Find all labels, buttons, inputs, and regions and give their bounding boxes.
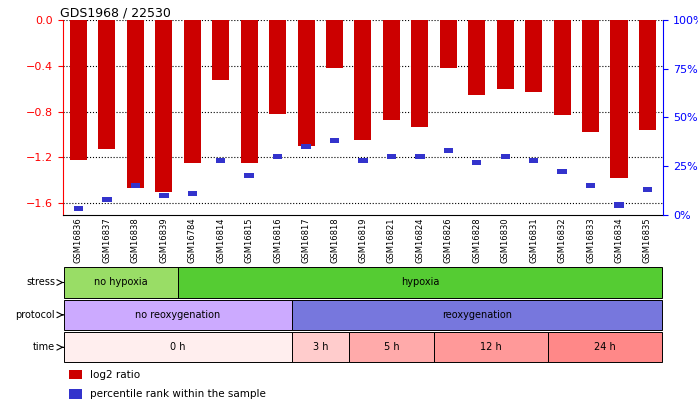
Bar — [611, 20, 628, 178]
Text: 5 h: 5 h — [384, 342, 399, 352]
Bar — [614, 202, 624, 207]
Text: reoxygenation: reoxygenation — [442, 310, 512, 320]
Text: 0 h: 0 h — [170, 342, 186, 352]
Bar — [558, 169, 567, 175]
Bar — [444, 148, 453, 153]
Bar — [131, 183, 140, 188]
Text: log2 ratio: log2 ratio — [90, 370, 140, 379]
Bar — [273, 154, 282, 159]
Text: no reoxygenation: no reoxygenation — [135, 310, 221, 320]
Bar — [586, 183, 595, 188]
Bar — [582, 20, 599, 132]
Bar — [383, 20, 400, 120]
Bar — [434, 332, 548, 362]
Bar — [184, 20, 201, 163]
Bar — [241, 20, 258, 163]
Text: stress: stress — [26, 277, 55, 288]
Bar — [497, 20, 514, 89]
Bar — [292, 300, 662, 330]
Bar — [302, 144, 311, 149]
Bar — [525, 20, 542, 92]
Bar — [643, 187, 652, 192]
Bar — [188, 191, 197, 196]
Bar — [127, 20, 144, 188]
Bar — [330, 138, 339, 143]
Bar — [64, 300, 292, 330]
Bar — [548, 332, 662, 362]
Text: 24 h: 24 h — [594, 342, 616, 352]
Text: percentile rank within the sample: percentile rank within the sample — [90, 389, 266, 399]
Bar — [64, 267, 178, 298]
Text: GDS1968 / 22530: GDS1968 / 22530 — [60, 6, 171, 19]
Bar — [98, 20, 115, 149]
Bar — [472, 160, 482, 165]
Text: 12 h: 12 h — [480, 342, 502, 352]
Bar — [358, 158, 368, 163]
Text: 3 h: 3 h — [313, 342, 328, 352]
Bar — [74, 206, 83, 211]
Bar — [159, 193, 168, 198]
Bar — [69, 389, 82, 399]
Text: protocol: protocol — [15, 310, 55, 320]
Bar — [70, 20, 87, 160]
Bar — [355, 20, 371, 140]
Bar — [387, 154, 396, 159]
Bar — [178, 267, 662, 298]
Bar — [529, 158, 538, 163]
Bar — [64, 332, 292, 362]
Text: hypoxia: hypoxia — [401, 277, 439, 288]
Bar — [440, 20, 457, 68]
Bar — [500, 154, 510, 159]
Bar — [468, 20, 485, 95]
Bar — [554, 20, 571, 115]
Bar — [69, 370, 82, 379]
Bar — [639, 20, 656, 130]
Bar — [155, 20, 172, 192]
Text: no hypoxia: no hypoxia — [94, 277, 148, 288]
Bar — [415, 154, 424, 159]
Bar — [349, 332, 434, 362]
Bar — [102, 196, 112, 202]
Bar — [292, 332, 349, 362]
Bar — [326, 20, 343, 68]
Bar — [297, 20, 315, 146]
Bar — [269, 20, 286, 114]
Bar — [216, 158, 225, 163]
Text: time: time — [33, 342, 55, 352]
Bar — [212, 20, 229, 80]
Bar — [411, 20, 429, 127]
Bar — [244, 173, 254, 178]
